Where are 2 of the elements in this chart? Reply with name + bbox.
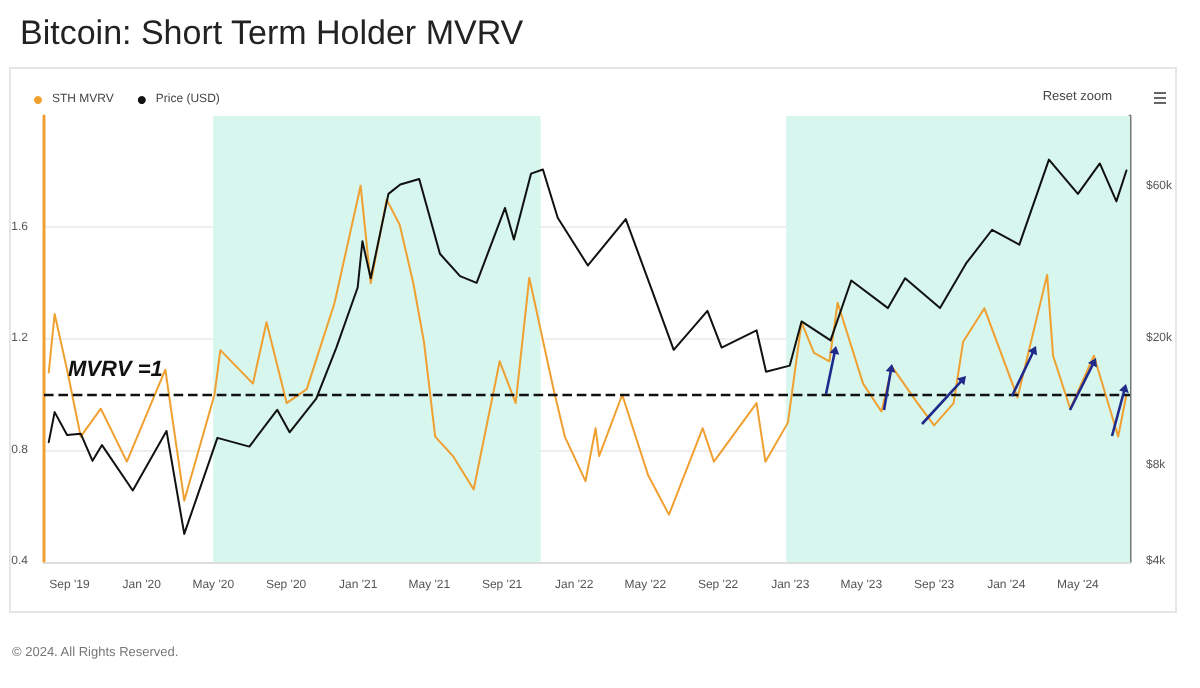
ref-line-label: MVRV =1 [68,357,163,382]
chart-title: Bitcoin: Short Term Holder MVRV [20,14,525,52]
